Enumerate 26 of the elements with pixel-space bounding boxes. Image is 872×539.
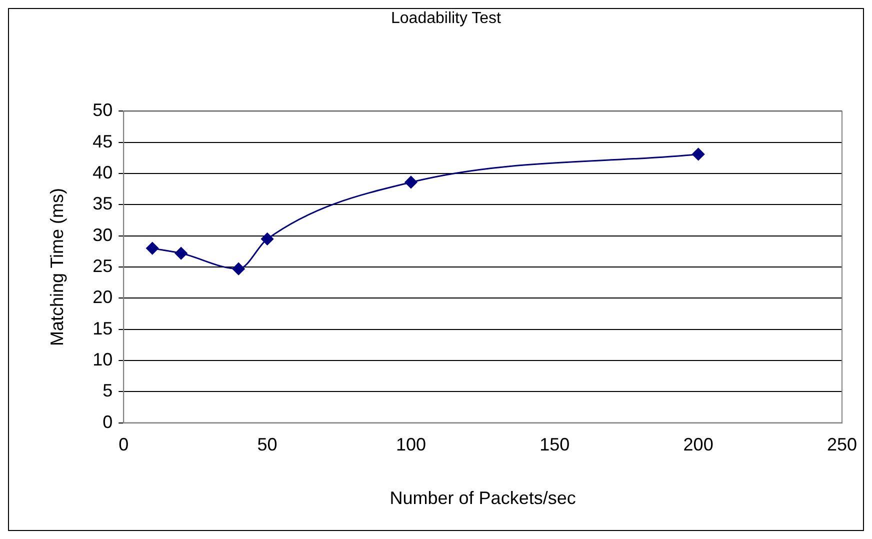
point [146, 242, 159, 255]
x-axis-title: Number of Packets/sec [390, 488, 576, 508]
x-tick-label: 50 [257, 434, 278, 455]
y-tick-label: 35 [92, 194, 113, 214]
y-tick-label: 50 [92, 100, 113, 120]
y-tick-label: 5 [102, 380, 113, 401]
y-tick-label: 40 [92, 162, 113, 182]
point [261, 232, 274, 246]
point [232, 262, 245, 276]
y-tick-label: 10 [92, 349, 113, 370]
y-tick-label: 45 [92, 131, 113, 152]
x-tick-label: 200 [683, 434, 714, 455]
chart-title: Loadability Test [391, 10, 502, 28]
x-tick-label: 100 [396, 434, 426, 455]
y-tick-label: 20 [92, 287, 113, 308]
point [692, 148, 705, 160]
point [174, 247, 188, 260]
x-tick-label: 150 [540, 434, 570, 455]
x-tick-label: 0 [118, 434, 129, 455]
y-axis-title: Matching Time (ms) [46, 188, 67, 346]
y-tick-label: 25 [92, 256, 113, 276]
point [404, 176, 418, 188]
y-tick-label: 30 [92, 224, 113, 245]
x-tick-label: 250 [826, 434, 858, 455]
y-tick-label: 15 [92, 318, 113, 338]
y-tick-label: 0 [102, 412, 113, 432]
